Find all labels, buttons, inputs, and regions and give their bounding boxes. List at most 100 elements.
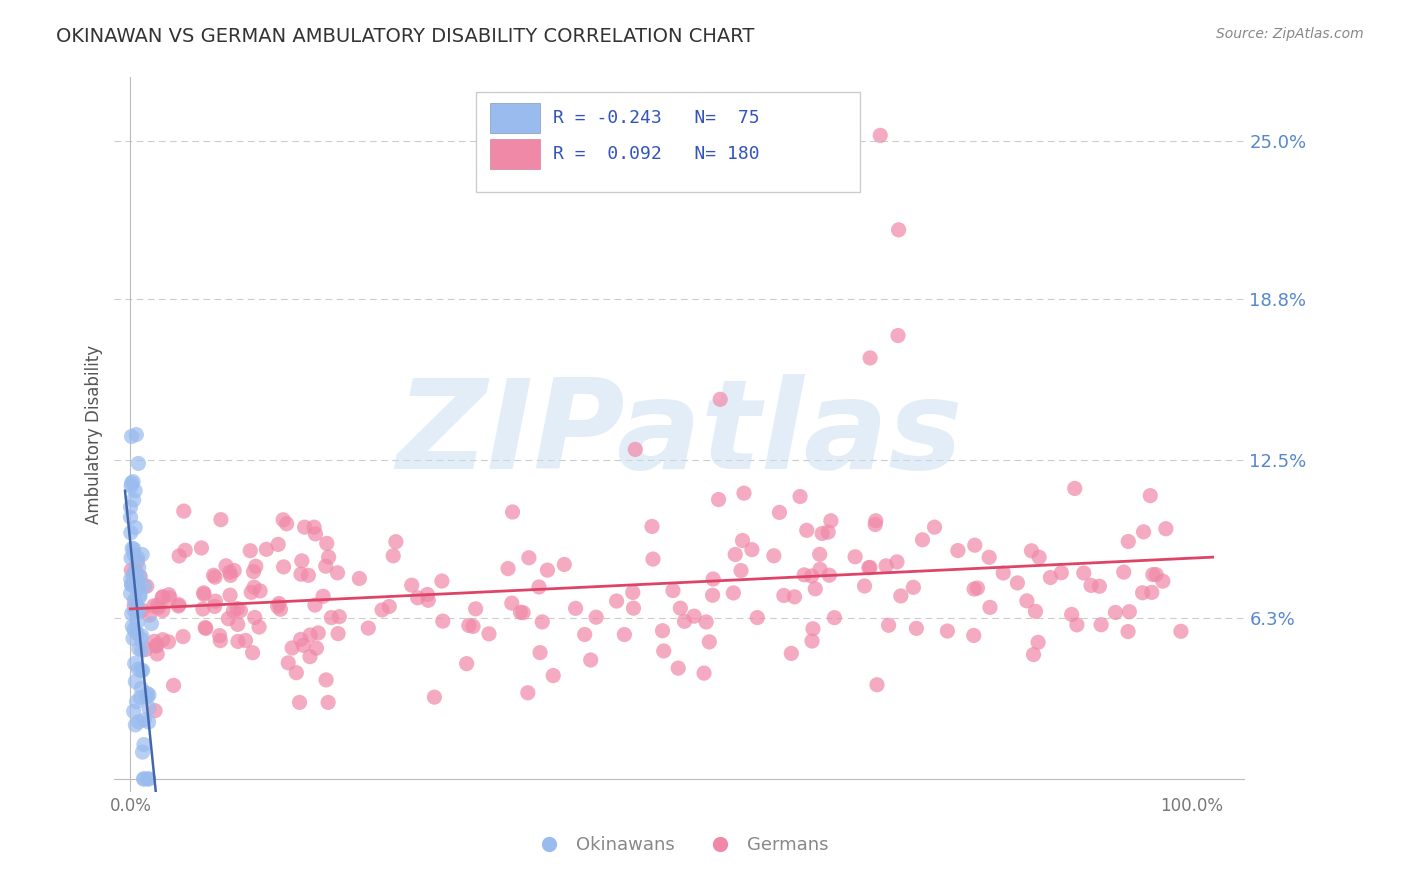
Point [191,602,214,616]
Point [808,562,831,576]
Point [877,618,900,632]
Point [121,607,143,621]
Point [215,558,238,573]
Point [138,608,160,623]
Point [1039,570,1062,584]
Point [138,688,160,702]
Point [136,772,159,786]
Point [349,572,371,586]
Point [641,519,664,533]
Point [623,601,645,615]
Point [457,618,479,632]
Point [1144,567,1167,582]
Point [226,617,249,632]
Point [121,619,143,633]
Point [768,505,790,519]
Point [124,674,146,689]
Point [254,542,277,557]
Point [129,664,152,678]
Point [1152,574,1174,589]
Point [129,569,152,583]
Point [509,605,531,619]
Point [167,549,190,563]
Point [291,554,314,568]
Point [294,520,316,534]
Point [371,603,394,617]
Point [122,623,145,637]
Point [801,622,824,636]
Point [1170,624,1192,639]
Point [122,599,145,613]
Point [202,568,225,582]
Point [326,566,349,580]
Point [820,514,842,528]
Point [159,591,181,605]
Point [152,590,174,604]
Point [683,609,706,624]
Point [502,505,524,519]
Point [1142,567,1164,582]
Point [219,568,242,582]
Point [174,543,197,558]
Point [124,483,146,498]
Point [304,598,326,612]
Point [1007,575,1029,590]
Point [131,745,153,759]
Point [695,615,717,629]
Point [122,578,145,592]
Point [194,621,217,635]
Point [1063,482,1085,496]
Point [122,548,145,562]
Text: OKINAWAN VS GERMAN AMBULATORY DISABILITY CORRELATION CHART: OKINAWAN VS GERMAN AMBULATORY DISABILITY… [56,27,755,45]
Point [122,704,145,718]
Point [129,681,152,696]
Point [121,475,143,490]
Point [138,772,160,786]
Point [966,581,988,595]
Point [125,571,148,585]
Point [863,517,886,532]
Point [321,610,343,624]
Point [120,563,142,577]
Point [122,492,145,507]
Point [127,457,149,471]
Point [669,601,692,615]
Point [245,559,267,574]
Point [801,634,824,648]
Point [697,635,720,649]
Point [1132,524,1154,539]
Point [804,582,827,596]
Point [733,486,755,500]
Point [172,630,194,644]
Point [193,587,215,601]
Point [122,568,145,582]
Point [993,566,1015,580]
Point [209,513,232,527]
Point [208,629,231,643]
Point [132,772,155,786]
Point [128,714,150,729]
Point [315,673,337,687]
Point [731,533,754,548]
Point [800,569,823,583]
Point [432,614,454,628]
Point [247,620,270,634]
Point [124,565,146,579]
Point [823,610,845,624]
Point [131,629,153,643]
Point [564,601,586,615]
Point [963,582,986,596]
Point [666,661,689,675]
Point [121,429,143,443]
Point [224,564,246,578]
Point [226,601,249,615]
Point [136,690,159,705]
Point [464,602,486,616]
Point [273,559,295,574]
Point [1118,605,1140,619]
Point [401,578,423,592]
Point [858,560,880,574]
Point [406,591,429,605]
Point [1026,635,1049,649]
Point [652,644,675,658]
